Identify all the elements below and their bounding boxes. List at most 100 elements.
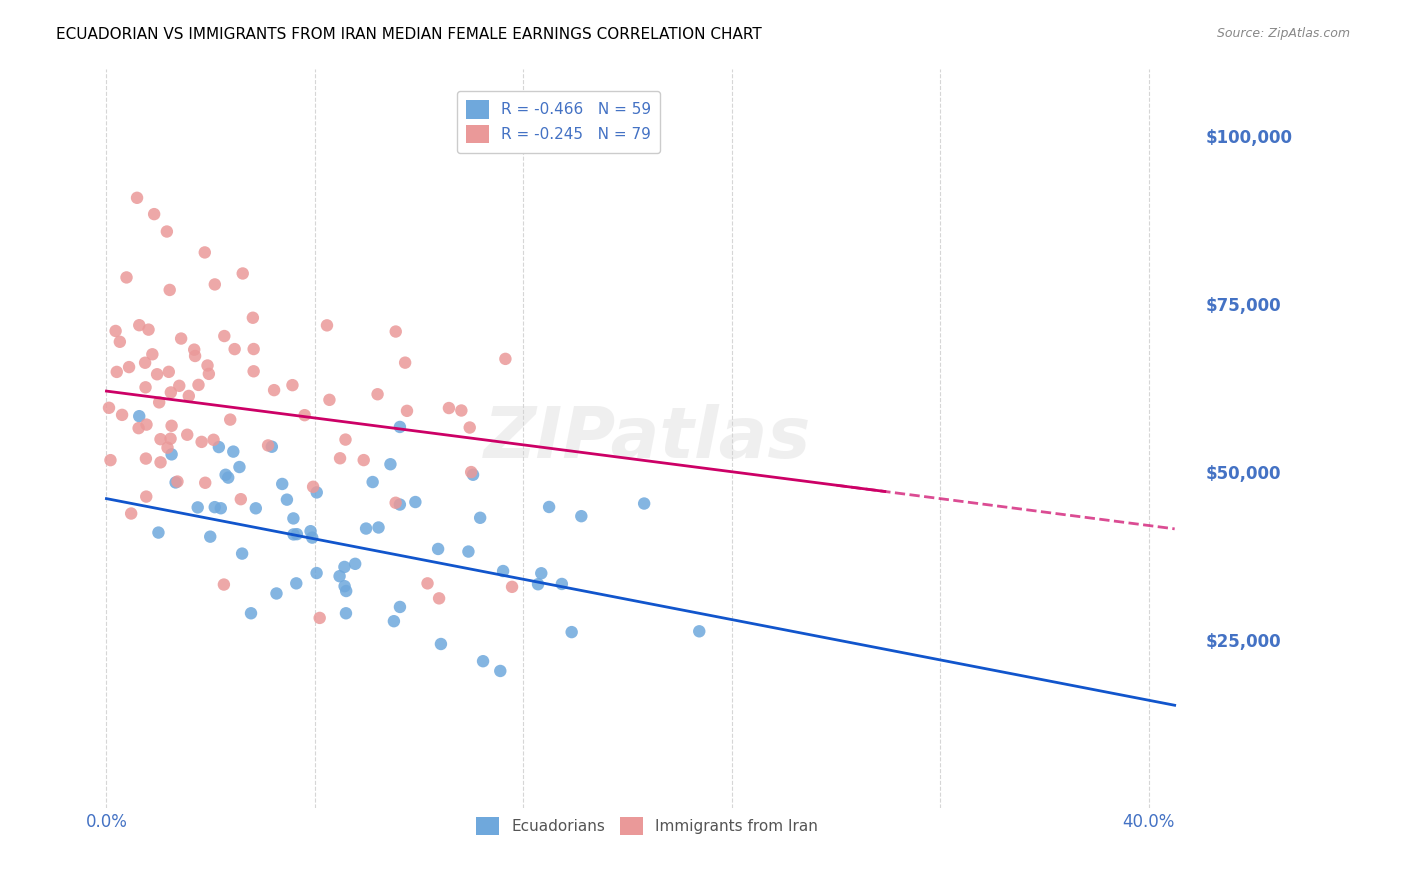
Point [166,475,188,489]
Point [148,525,170,540]
Point [380,457,402,471]
Point [204,277,226,292]
Point [228,460,250,475]
Point [460,465,482,479]
Point [569,509,592,524]
Point [688,624,710,639]
Point [105,365,128,379]
Point [118,360,141,375]
Point [301,531,323,545]
Point [353,453,375,467]
Point [170,332,193,346]
Point [329,451,352,466]
Point [395,404,418,418]
Point [427,591,450,606]
Point [177,389,200,403]
Point [367,520,389,534]
Point [283,511,305,525]
Point [551,577,574,591]
Point [437,401,460,415]
Point [281,378,304,392]
Point [156,225,179,239]
Point [128,421,150,435]
Point [285,527,308,541]
Point [388,498,411,512]
Point [115,270,138,285]
Text: ECUADORIAN VS IMMIGRANTS FROM IRAN MEDIAN FEMALE EARNINGS CORRELATION CHART: ECUADORIAN VS IMMIGRANTS FROM IRAN MEDIA… [56,27,762,42]
Point [135,451,157,466]
Point [194,245,217,260]
Point [427,541,450,556]
Point [204,500,226,515]
Point [283,527,305,541]
Point [232,267,254,281]
Point [501,580,523,594]
Point [344,557,367,571]
Point [219,412,242,426]
Point [135,490,157,504]
Point [527,577,550,591]
Point [98,401,121,415]
Point [388,420,411,434]
Point [143,207,166,221]
Point [271,477,294,491]
Point [329,569,352,583]
Point [416,576,439,591]
Point [404,495,426,509]
Point [149,432,172,446]
Point [169,379,191,393]
Point [200,530,222,544]
Point [209,501,232,516]
Point [146,368,169,382]
Point [494,351,516,366]
Point [242,364,264,378]
Point [183,343,205,357]
Point [100,453,122,467]
Point [214,467,236,482]
Point [333,579,356,593]
Point [335,433,357,447]
Text: ZIPatlas: ZIPatlas [484,404,811,473]
Point [229,492,252,507]
Point [187,378,209,392]
Point [263,383,285,397]
Point [128,409,150,424]
Point [354,522,377,536]
Point [266,586,288,600]
Point [318,392,340,407]
Point [294,408,316,422]
Point [160,447,183,461]
Point [160,418,183,433]
Point [135,380,157,394]
Point [472,654,495,668]
Point [224,342,246,356]
Point [470,510,492,524]
Point [187,500,209,515]
Point [260,440,283,454]
Point [242,342,264,356]
Point [208,440,231,454]
Point [128,318,150,333]
Point [530,566,553,581]
Point [148,395,170,409]
Point [388,599,411,614]
Point [198,367,221,381]
Point [125,191,148,205]
Point [384,325,406,339]
Point [335,584,357,599]
Point [538,500,561,514]
Point [184,349,207,363]
Point [333,560,356,574]
Point [367,387,389,401]
Point [561,625,583,640]
Point [305,485,328,500]
Point [176,427,198,442]
Point [149,455,172,469]
Point [245,501,267,516]
Point [242,310,264,325]
Point [111,408,134,422]
Point [361,475,384,489]
Point [231,547,253,561]
Point [305,566,328,580]
Point [276,492,298,507]
